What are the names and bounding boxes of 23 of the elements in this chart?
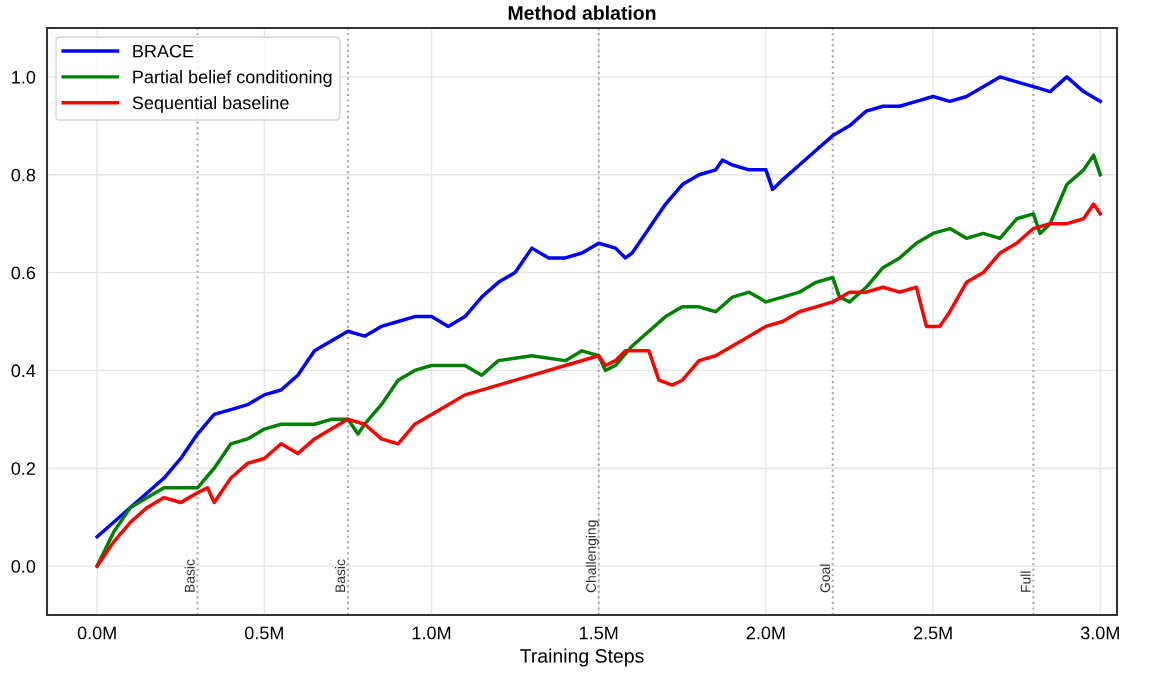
x-tick-label: 1.5M — [580, 626, 618, 640]
ref-line-label: Basic — [184, 559, 195, 592]
legend-label: Sequential baseline — [132, 95, 289, 113]
x-tick-label: 2.0M — [746, 626, 785, 640]
chart-title: Method ablation — [508, 5, 656, 20]
legend-label: BRACE — [133, 44, 194, 58]
y-tick-label: 0.4 — [11, 364, 36, 378]
y-tick-label: 0.8 — [11, 168, 36, 182]
x-tick-label: 2.5M — [913, 626, 952, 640]
ref-line-label: Goal — [819, 564, 831, 593]
ref-line-label: Challenging — [585, 520, 599, 593]
x-tick-label: 0.0M — [77, 626, 116, 640]
ref-line-label: Basic — [334, 559, 346, 592]
x-axis-title: Training Steps — [520, 648, 644, 667]
y-tick-label: 0.2 — [11, 462, 35, 475]
x-tick-label: 3.0M — [1080, 626, 1119, 640]
x-tick-label: 0.5M — [244, 626, 283, 640]
y-tick-label: 0.0 — [11, 560, 36, 573]
y-tick-label: 1.0 — [12, 70, 36, 84]
ref-line-label: Full — [1020, 571, 1031, 592]
x-tick-label: 1.0M — [412, 626, 451, 640]
y-tick-label: 0.6 — [11, 266, 36, 280]
legend-label: Partial belief conditioning — [133, 70, 332, 87]
